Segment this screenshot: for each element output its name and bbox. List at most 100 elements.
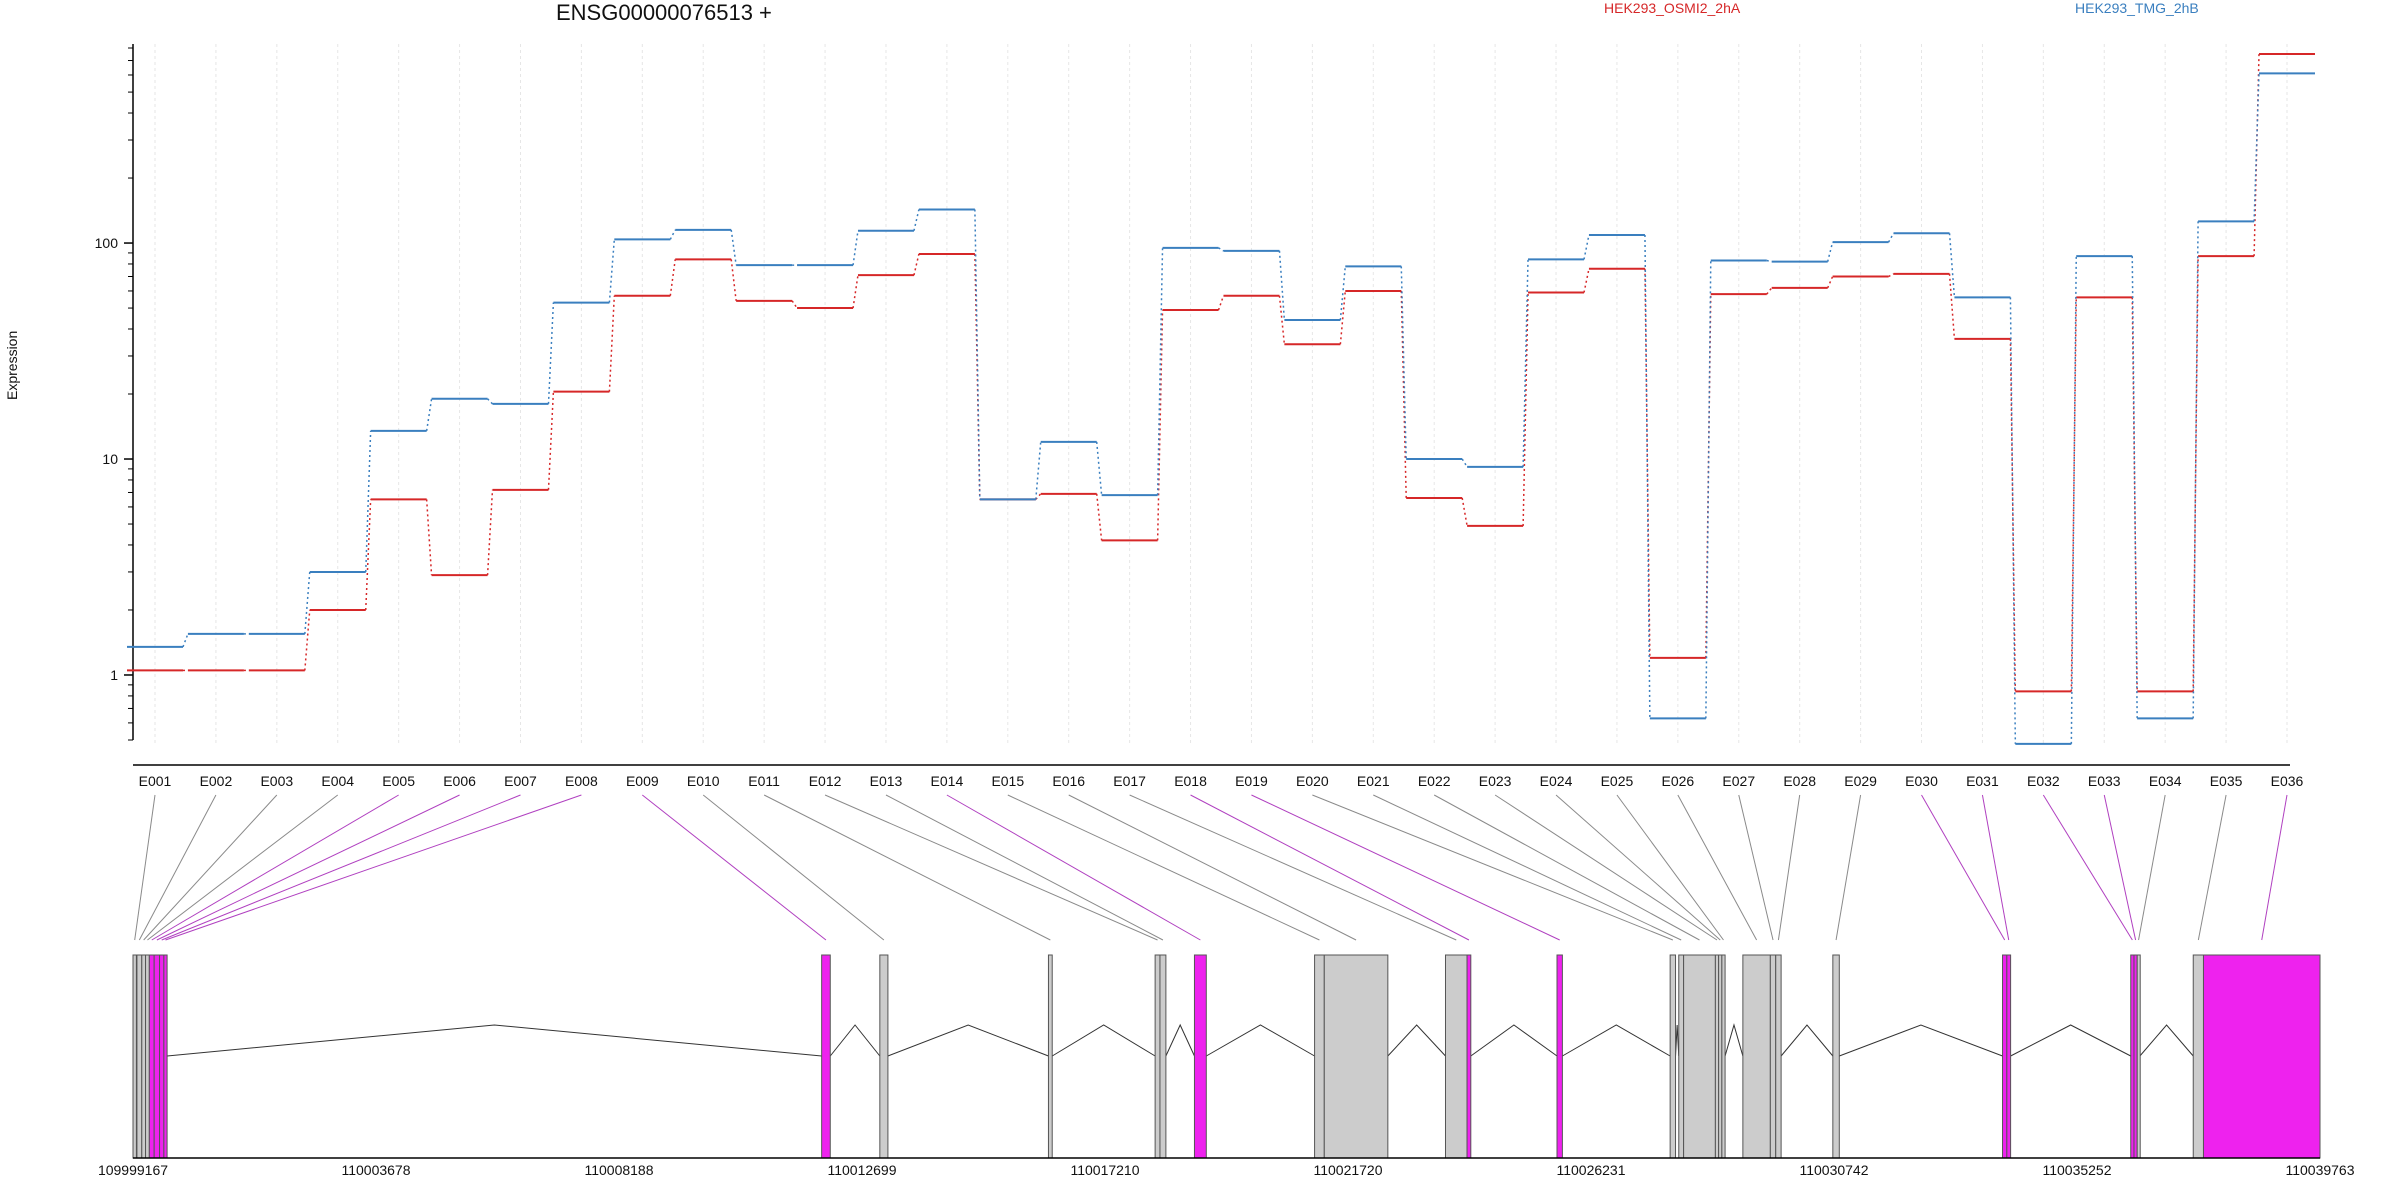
exon	[1444, 954, 1468, 1159]
legend-entry-series-1: HEK293_OSMI2_2hA	[1604, 0, 1741, 16]
data-connector	[608, 295, 616, 392]
x-tick-label: E003	[260, 773, 293, 789]
exon-connector	[1981, 794, 2010, 941]
data-connector	[1888, 273, 1894, 278]
genomic-tick-label: 110008188	[584, 1162, 653, 1178]
exon-connector	[147, 794, 339, 941]
data-connector	[1522, 292, 1529, 526]
x-tick-label: E022	[1418, 773, 1451, 789]
exon-connector	[763, 794, 1051, 941]
exon-connector	[1190, 794, 1470, 941]
x-tick-label: E002	[200, 773, 233, 789]
data-connector	[425, 499, 433, 576]
data-connector	[1826, 241, 1834, 262]
x-tick-label: E034	[2149, 773, 2182, 789]
exon	[1193, 954, 1207, 1159]
data-connector	[1339, 290, 1347, 345]
data-connector	[2131, 256, 2138, 719]
x-tick-label: E008	[565, 773, 598, 789]
exon-connector	[1433, 794, 1700, 941]
genomic-tick-label: 110035252	[2042, 1162, 2111, 1178]
data-connector	[852, 230, 859, 266]
exon	[2202, 954, 2321, 1159]
data-connector	[486, 489, 494, 576]
exon	[1556, 954, 1563, 1159]
data-connector	[425, 398, 433, 431]
data-connector	[1583, 268, 1590, 293]
exon-connector	[2103, 794, 2137, 941]
intron	[829, 1024, 881, 1057]
exon	[1832, 954, 1840, 1159]
exon-connector	[2261, 794, 2288, 941]
data-connector	[1278, 295, 1286, 345]
exon-connector	[1373, 794, 1682, 941]
exon-connector	[1494, 794, 1718, 941]
data-connector	[730, 229, 737, 266]
exon-connector	[165, 794, 582, 941]
x-tick-label: E030	[1905, 773, 1938, 789]
exon-connector	[2197, 794, 2227, 941]
exon	[145, 954, 150, 1159]
exon	[1154, 954, 1161, 1159]
x-tick-label: E005	[382, 773, 415, 789]
data-connector	[1339, 266, 1347, 321]
intron	[167, 1024, 822, 1057]
data-connector	[1400, 266, 1407, 460]
x-tick-label: E017	[1113, 773, 1146, 789]
exon	[2192, 954, 2204, 1159]
x-tick-label: E001	[139, 773, 172, 789]
data-connector	[2070, 256, 2078, 744]
exon	[148, 954, 155, 1159]
intron	[887, 1024, 1049, 1057]
exon-connector	[1129, 794, 1457, 941]
data-connector	[182, 633, 189, 648]
exon	[1742, 954, 1771, 1159]
data-connector	[1035, 441, 1042, 500]
intron	[1387, 1024, 1446, 1057]
x-tick-label: E004	[321, 773, 354, 789]
data-connector	[913, 209, 920, 231]
genomic-tick-label: 110026231	[1556, 1162, 1625, 1178]
genomic-tick-label: 110021720	[1313, 1162, 1382, 1178]
x-tick-label: E006	[443, 773, 476, 789]
exon-connector	[885, 794, 1164, 941]
x-tick-label: E009	[626, 773, 659, 789]
x-tick-label: E029	[1844, 773, 1877, 789]
intron	[1470, 1024, 1558, 1057]
exon	[132, 954, 137, 1159]
x-tick-label: E023	[1479, 773, 1512, 789]
data-connector	[1948, 233, 1956, 298]
data-connector	[547, 302, 555, 404]
x-tick-label: E021	[1357, 773, 1390, 789]
exon-connector	[2042, 794, 2133, 941]
exon-connector	[824, 794, 1158, 941]
exon-connector	[1068, 794, 1357, 941]
data-connector	[364, 499, 372, 611]
x-tick-label: E035	[2210, 773, 2243, 789]
exon	[821, 954, 831, 1159]
data-connector	[608, 239, 616, 303]
data-connector	[547, 391, 555, 490]
x-tick-label: E032	[2027, 773, 2060, 789]
exon-connector	[1616, 794, 1724, 941]
data-connector	[1583, 234, 1590, 260]
data-connector	[913, 253, 920, 276]
data-connector	[730, 259, 737, 301]
intron	[1724, 1023, 1744, 1057]
exon	[163, 954, 168, 1159]
intron	[1780, 1024, 1834, 1057]
x-tick-label: E025	[1601, 773, 1634, 789]
y-tick-label: 100	[95, 235, 119, 251]
x-tick-label: E016	[1052, 773, 1085, 789]
x-tick-label: E007	[504, 773, 537, 789]
intron	[2010, 1024, 2131, 1057]
x-tick-label: E026	[1662, 773, 1695, 789]
exon-connector	[946, 794, 1201, 941]
data-connector	[364, 430, 372, 572]
exon-connector	[138, 794, 217, 941]
exon-connector	[1251, 794, 1560, 941]
data-connector	[1826, 276, 1834, 289]
x-tick-label: E027	[1722, 773, 1755, 789]
data-connector	[669, 259, 676, 296]
